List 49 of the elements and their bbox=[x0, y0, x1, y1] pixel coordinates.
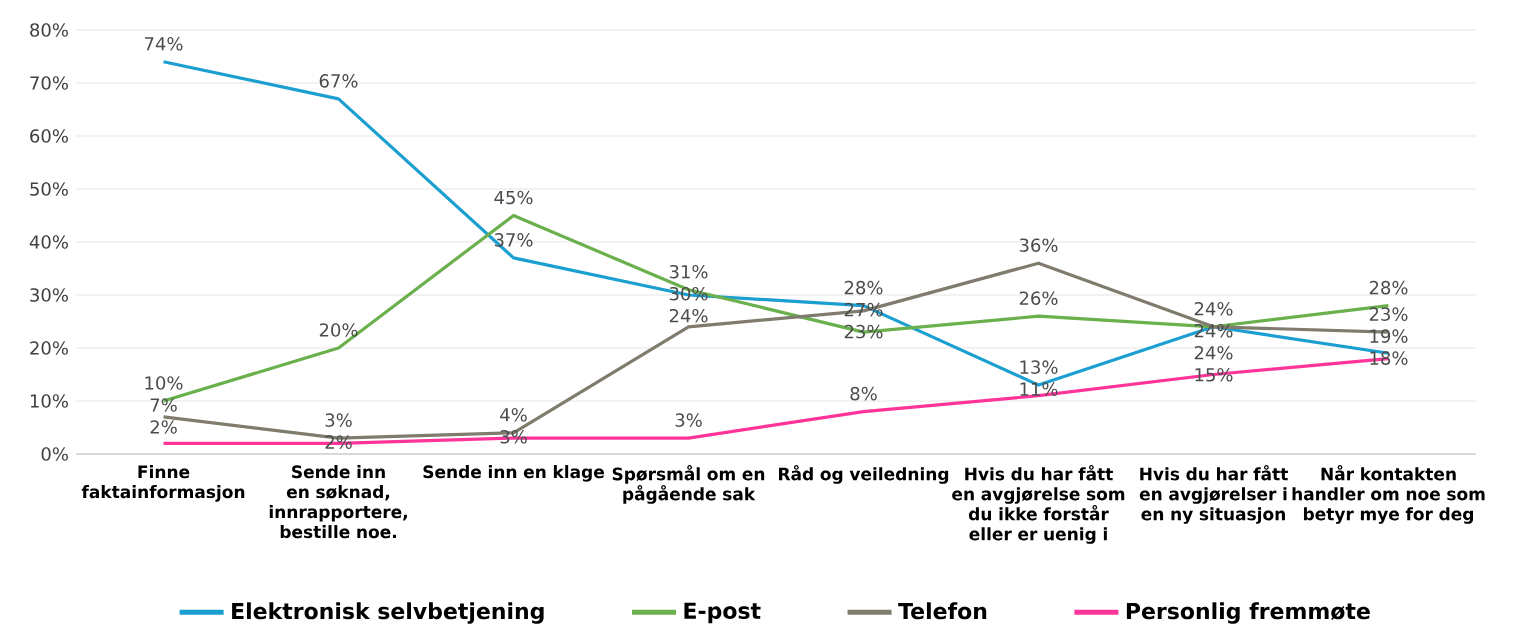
data-label: 18% bbox=[1370, 351, 1408, 365]
data-label: 7% bbox=[150, 398, 177, 412]
data-label: 28% bbox=[1369, 280, 1408, 295]
data-label: 10% bbox=[145, 376, 183, 390]
data-label: 20% bbox=[319, 323, 358, 337]
data-label: 37% bbox=[494, 233, 533, 247]
data-label: 26% bbox=[1019, 291, 1058, 305]
data-label: 45% bbox=[494, 190, 533, 205]
x-tick-label: Sende inn en søknad, innrapportere, bestille noe. bbox=[269, 465, 407, 539]
data-label: 67% bbox=[319, 74, 358, 88]
data-label: 31% bbox=[669, 264, 708, 279]
y-tick-label: 60% bbox=[30, 129, 68, 143]
data-label: 28% bbox=[844, 280, 883, 295]
x-tick-label: Når kontakten handler om noe som betyr mye for deg bbox=[1292, 465, 1485, 524]
x-tick-label: Spørsmål om en pågående sak bbox=[612, 465, 765, 504]
y-tick-label: 50% bbox=[30, 182, 68, 196]
data-label: 27% bbox=[844, 302, 883, 317]
data-label: 11% bbox=[1020, 382, 1058, 396]
legend-label: Elektronisk selvbetjening bbox=[232, 602, 544, 624]
x-tick-label: Hvis du har fått en avgjørelse som du ikke forstår eller er uenig i bbox=[952, 465, 1125, 544]
data-label: 19% bbox=[1370, 329, 1408, 343]
y-tick-label: 30% bbox=[30, 288, 68, 302]
y-tick-label: 70% bbox=[30, 76, 68, 90]
data-label: 3% bbox=[500, 429, 527, 444]
data-label: 23% bbox=[1369, 307, 1408, 321]
data-label: 36% bbox=[1019, 238, 1058, 252]
y-tick-label: 20% bbox=[30, 341, 68, 355]
y-tick-label: 40% bbox=[29, 235, 68, 249]
y-tick-label: 10% bbox=[30, 394, 68, 408]
data-label: 24% bbox=[1194, 345, 1233, 360]
data-label: 8% bbox=[850, 386, 877, 401]
x-tick-label: Sende inn en klage bbox=[423, 465, 604, 482]
data-label: 24% bbox=[1194, 301, 1233, 316]
data-label: 2% bbox=[150, 420, 177, 434]
x-tick-label: Råd og veiledning bbox=[779, 465, 949, 484]
x-tick-label: Hvis du har fått en avgjørelser i en ny situasjon bbox=[1139, 465, 1288, 524]
legend-label: Personlig fremmøte bbox=[1126, 602, 1370, 624]
data-label: 4% bbox=[500, 407, 527, 422]
data-label: 13% bbox=[1020, 360, 1058, 374]
data-label: 74% bbox=[144, 36, 183, 51]
legend-label: Telefon bbox=[898, 602, 987, 620]
data-label: 3% bbox=[675, 413, 702, 427]
legend-label: E-post bbox=[684, 602, 761, 624]
y-tick-label: 80% bbox=[30, 23, 68, 37]
data-label: 24% bbox=[669, 308, 708, 323]
data-label: 3% bbox=[325, 413, 352, 427]
y-tick-label: 0% bbox=[41, 447, 68, 461]
x-tick-label: Finne faktainformasjon bbox=[81, 465, 245, 502]
data-label: 30% bbox=[669, 286, 708, 301]
